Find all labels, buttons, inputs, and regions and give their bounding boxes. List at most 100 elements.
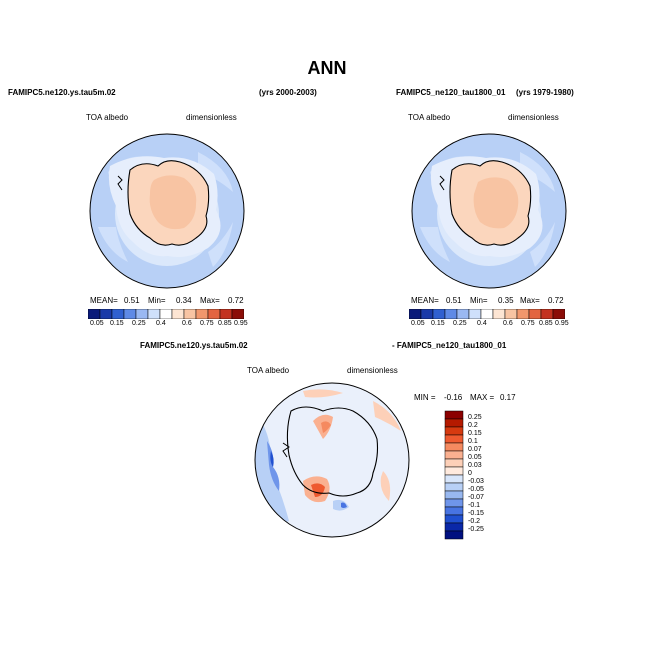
panel2-colorbar-labels: 0.05 0.15 0.25 0.4 0.6 0.75 0.85 0.95 (409, 320, 569, 330)
colorbar-swatch (444, 514, 464, 524)
colorbar-swatch (492, 309, 506, 319)
diff-colorbar-tick: 0 (468, 470, 472, 477)
panel2-variable: TOA albedo (408, 113, 451, 122)
panel1-years: (yrs 2000-2003) (259, 88, 317, 97)
colorbar-swatch (171, 309, 185, 319)
panel1-colorbar-tick: 0.95 (234, 320, 248, 327)
panel2-colorbar-tick: 0.6 (503, 320, 513, 327)
panel2-colorbar-tick: 0.85 (539, 320, 553, 327)
colorbar-swatch (480, 309, 494, 319)
colorbar-swatch (516, 309, 530, 319)
colorbar-swatch (409, 309, 422, 319)
diff-colorbar-tick: -0.25 (468, 526, 484, 533)
colorbar-swatch (528, 309, 542, 319)
colorbar-swatch (444, 474, 464, 484)
panel1-colorbar-tick: 0.75 (200, 320, 214, 327)
panel1-colorbar (88, 309, 244, 319)
colorbar-swatch (444, 418, 464, 428)
colorbar-swatch (444, 466, 464, 476)
colorbar-swatch (444, 410, 464, 420)
panel2-colorbar (409, 309, 565, 319)
colorbar-swatch (540, 309, 554, 319)
panel2-colorbar-tick: 0.05 (411, 320, 425, 327)
diff-colorbar-tick: 0.07 (468, 446, 482, 453)
colorbar-swatch (88, 309, 101, 319)
diff-colorbar-tick: -0.1 (468, 502, 481, 509)
panel2-max-value: 0.72 (548, 296, 564, 305)
diff-colorbar-tick: -0.2 (468, 518, 481, 525)
panel2-min-label: Min= (470, 296, 488, 305)
colorbar-swatch (456, 309, 470, 319)
colorbar-swatch (444, 458, 464, 468)
panel1-case-name: FAMIPC5.ne120.ys.tau5m.02 (8, 88, 116, 97)
panel2-polar-map (411, 133, 567, 289)
diff-colorbar-labels: 0.25 0.2 0.15 0.1 0.07 0.05 0.03 0 -0.03… (468, 410, 508, 540)
panel1-mean-label: MEAN= (90, 296, 118, 305)
panel2-colorbar-tick: 0.95 (555, 320, 569, 327)
colorbar-swatch (195, 309, 209, 319)
panel2-colorbar-tick: 0.75 (521, 320, 535, 327)
colorbar-swatch (444, 442, 464, 452)
panel2-mean-label: MEAN= (411, 296, 439, 305)
colorbar-swatch (444, 490, 464, 500)
colorbar-swatch (468, 309, 482, 319)
diff-max-label: MAX = (470, 393, 495, 402)
colorbar-swatch (444, 482, 464, 492)
diff-case-a: FAMIPC5.ne120.ys.tau5m.02 (140, 341, 248, 350)
diff-case-b: - FAMIPC5_ne120_tau1800_01 (392, 341, 507, 350)
panel1-min-label: Min= (148, 296, 166, 305)
panel2-colorbar-tick: 0.15 (431, 320, 445, 327)
panel1-colorbar-tick: 0.4 (156, 320, 166, 327)
panel1-colorbar-tick: 0.25 (132, 320, 146, 327)
colorbar-swatch (444, 426, 464, 436)
panel1-colorbar-tick: 0.05 (90, 320, 104, 327)
diff-colorbar-tick: 0.2 (468, 422, 478, 429)
colorbar-swatch (444, 522, 464, 532)
colorbar-swatch (159, 309, 173, 319)
panel1-mean-value: 0.51 (124, 296, 140, 305)
panel1-max-label: Max= (200, 296, 220, 305)
colorbar-swatch (552, 309, 565, 319)
panel2-mean-value: 0.51 (446, 296, 462, 305)
colorbar-swatch (147, 309, 161, 319)
diff-min-label: MIN = (414, 393, 436, 402)
panel1-colorbar-labels: 0.05 0.15 0.25 0.4 0.6 0.75 0.85 0.95 (88, 320, 248, 330)
diff-colorbar-tick: -0.05 (468, 486, 484, 493)
colorbar-swatch (219, 309, 233, 319)
diff-units: dimensionless (347, 366, 398, 375)
panel1-variable: TOA albedo (86, 113, 129, 122)
diff-colorbar-tick: -0.07 (468, 494, 484, 501)
panel1-min-value: 0.34 (176, 296, 192, 305)
colorbar-swatch (444, 309, 458, 319)
diff-colorbar-tick: -0.03 (468, 478, 484, 485)
panel1-units: dimensionless (186, 113, 237, 122)
panel2-years: (yrs 1979-1980) (516, 88, 574, 97)
diff-min-value: -0.16 (444, 393, 463, 402)
panel1-colorbar-tick: 0.6 (182, 320, 192, 327)
panel1-max-value: 0.72 (228, 296, 244, 305)
colorbar-swatch (99, 309, 113, 319)
panel2-case-name: FAMIPC5_ne120_tau1800_01 (396, 88, 506, 97)
diff-max-value: 0.17 (500, 393, 516, 402)
diff-colorbar (444, 410, 464, 540)
colorbar-swatch (207, 309, 221, 319)
colorbar-swatch (231, 309, 244, 319)
colorbar-swatch (444, 530, 464, 540)
panel2-colorbar-tick: 0.25 (453, 320, 467, 327)
colorbar-swatch (444, 506, 464, 516)
diff-polar-map (254, 382, 410, 538)
colorbar-swatch (111, 309, 125, 319)
panel2-min-value: 0.35 (498, 296, 514, 305)
colorbar-swatch (444, 498, 464, 508)
colorbar-swatch (135, 309, 149, 319)
panel2-units: dimensionless (508, 113, 559, 122)
diff-colorbar-tick: 0.1 (468, 438, 478, 445)
colorbar-swatch (183, 309, 197, 319)
page-title: ANN (307, 58, 347, 78)
colorbar-swatch (444, 434, 464, 444)
diff-colorbar-tick: 0.03 (468, 462, 482, 469)
diff-variable: TOA albedo (247, 366, 290, 375)
diff-colorbar-tick: 0.15 (468, 430, 482, 437)
panel2-colorbar-tick: 0.4 (477, 320, 487, 327)
colorbar-swatch (432, 309, 446, 319)
